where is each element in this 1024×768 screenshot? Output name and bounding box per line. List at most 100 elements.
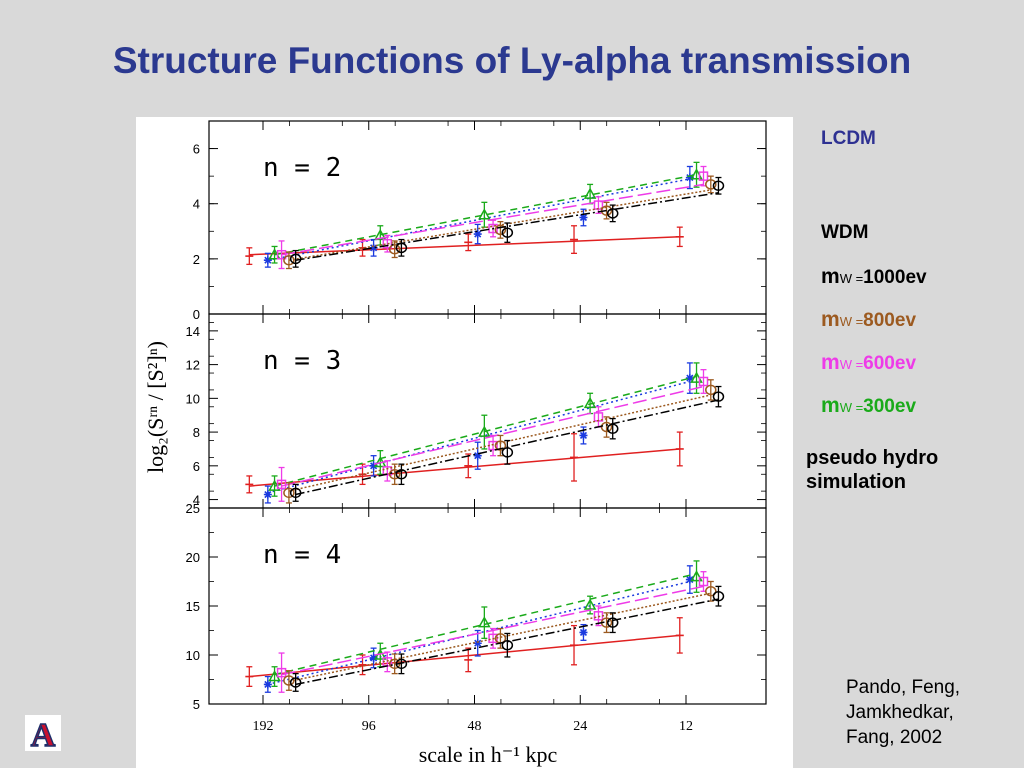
legend-symbol: m (821, 394, 840, 417)
legend-subscript: W = (839, 357, 864, 372)
y-tick-label: 8 (193, 425, 200, 440)
fit-line (267, 580, 691, 686)
data-point (478, 616, 491, 628)
data-point (283, 254, 295, 266)
legend-item: LCDM (821, 128, 876, 149)
data-point (276, 249, 287, 260)
data-point (382, 238, 393, 249)
data-point (705, 586, 717, 597)
fit-line (274, 572, 697, 676)
y-tick-label: 0 (193, 307, 200, 322)
legend-symbol: m (821, 265, 840, 288)
y-tick-label: 14 (186, 324, 200, 339)
y-tick-label: 12 (186, 358, 200, 373)
data-point (289, 487, 302, 499)
legend-symbol: m (821, 351, 840, 374)
citation-line-3: Fang, 2002 (846, 727, 943, 748)
data-point (600, 421, 613, 433)
y-tick-label: 15 (186, 599, 200, 614)
legend-item: mW =600ev (821, 351, 916, 375)
slide-title: Structure Functions of Ly-alpha transmis… (112, 40, 912, 81)
data-point (705, 384, 717, 396)
data-point (388, 469, 401, 480)
y-tick-label: 4 (193, 197, 200, 212)
data-point (685, 374, 694, 383)
data-point (583, 598, 597, 610)
panel-frame (208, 120, 767, 315)
panel-frame (208, 313, 767, 509)
y-tick-label: 20 (186, 550, 200, 565)
legend-subscript: W = (839, 314, 864, 329)
data-point (283, 675, 295, 686)
data-point (579, 213, 588, 222)
data-point (369, 243, 378, 252)
data-point (276, 479, 287, 490)
data-point (388, 243, 401, 255)
data-point (289, 253, 302, 265)
fit-line (267, 380, 691, 494)
panel-label: n = 3 (263, 346, 341, 376)
data-point (263, 680, 272, 689)
legend-value: 300ev (863, 396, 917, 417)
data-point (283, 487, 295, 499)
legend-symbol: m (821, 308, 840, 331)
data-point (690, 570, 703, 582)
legend-item: mW =800ev (821, 308, 916, 332)
data-point (579, 431, 588, 440)
university-logo: A (25, 715, 61, 755)
citation-line-1: Pando, Feng, (846, 677, 961, 698)
data-point (478, 208, 491, 220)
y-axis-title: log₂(Sʳⁿ / [S²]ⁿ) (143, 341, 168, 473)
legend-value: 1000ev (863, 267, 927, 288)
legend-item: WDM (821, 222, 869, 243)
simulation-note: pseudo hydro simulation (806, 447, 939, 493)
data-point (289, 677, 302, 688)
data-point (263, 490, 272, 499)
data-point (395, 242, 408, 254)
fit-line (274, 174, 697, 256)
legend-item: mW =1000ev (821, 265, 927, 289)
x-tick-label: 24 (573, 719, 587, 734)
data-point (501, 639, 514, 651)
legend-value: 600ev (863, 353, 917, 374)
data-point (374, 228, 387, 241)
panel-label: n = 2 (263, 153, 341, 183)
data-point (705, 179, 717, 190)
y-tick-label: 6 (193, 459, 200, 474)
x-tick-label: 96 (362, 719, 376, 734)
data-point (685, 575, 694, 584)
data-point (494, 224, 507, 236)
data-point (473, 230, 482, 239)
y-tick-label: 4 (193, 493, 200, 508)
data-point (698, 171, 709, 181)
data-point (276, 667, 287, 678)
data-point (488, 223, 498, 234)
fit-line (295, 598, 719, 686)
citation: Pando, Feng, Jamkhedkar, Fang, 2002 (846, 675, 1021, 750)
data-point (712, 590, 725, 602)
data-point (606, 208, 619, 219)
data-point (501, 227, 514, 238)
data-point (395, 469, 408, 480)
x-tick-label: 192 (253, 719, 274, 734)
data-point (579, 628, 588, 637)
y-tick-label: 10 (186, 648, 200, 663)
data-point (395, 658, 408, 670)
data-point (473, 639, 482, 648)
data-point (501, 447, 514, 458)
data-point (685, 173, 694, 182)
fit-line (281, 183, 704, 256)
y-tick-label: 6 (193, 142, 200, 157)
y-tick-label: 2 (193, 252, 200, 267)
legend-value: 800ev (863, 310, 917, 331)
y-tick-label: 25 (186, 501, 200, 516)
logo-letter: A (31, 717, 56, 751)
data-point (712, 391, 725, 402)
data-point (606, 617, 619, 628)
legend-subscript: W = (839, 400, 864, 415)
data-point (263, 256, 272, 265)
data-point (712, 180, 725, 192)
x-axis-title: scale in h⁻¹ kpc (419, 742, 558, 767)
